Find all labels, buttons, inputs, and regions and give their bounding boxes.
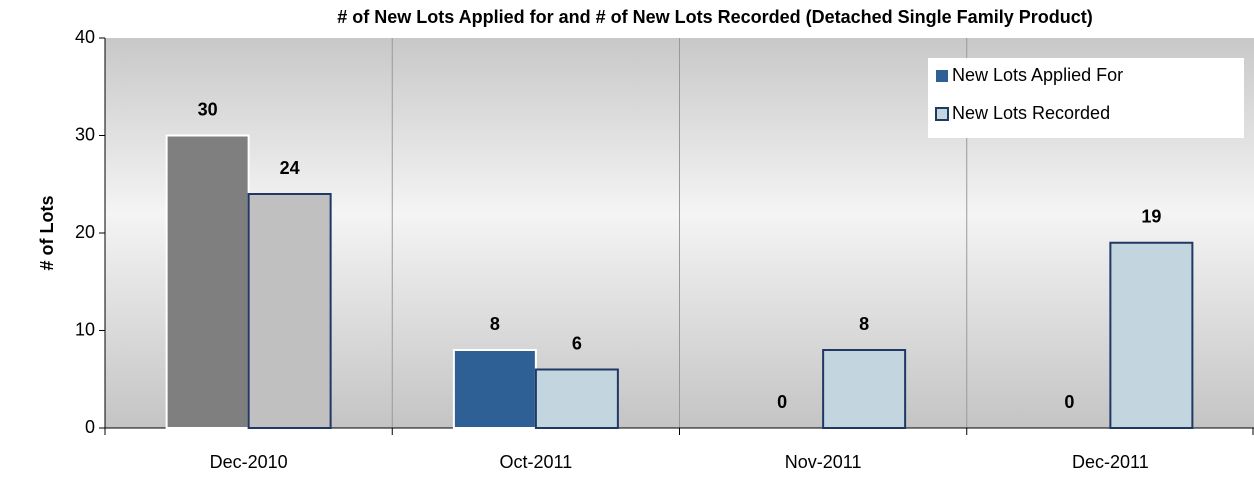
legend-label: New Lots Applied For bbox=[952, 65, 1123, 85]
bar bbox=[534, 368, 619, 429]
y-tick-label: 0 bbox=[85, 417, 95, 437]
value-label: 0 bbox=[1064, 392, 1074, 412]
legend-label: New Lots Recorded bbox=[952, 103, 1110, 123]
x-tick-label: Nov-2011 bbox=[785, 452, 862, 472]
bar bbox=[1109, 241, 1194, 429]
bar bbox=[165, 134, 250, 429]
x-tick-label: Oct-2011 bbox=[500, 452, 573, 472]
bar bbox=[822, 349, 907, 429]
bar bbox=[247, 193, 332, 429]
value-label: 8 bbox=[490, 314, 500, 334]
value-label: 19 bbox=[1141, 207, 1161, 227]
legend-box bbox=[928, 58, 1244, 138]
value-label: 8 bbox=[859, 314, 869, 334]
y-tick-label: 20 bbox=[75, 222, 95, 242]
y-tick-label: 10 bbox=[75, 319, 95, 339]
value-label: 30 bbox=[198, 99, 218, 119]
legend-swatch bbox=[936, 70, 948, 82]
y-tick-label: 30 bbox=[75, 124, 95, 144]
value-label: 6 bbox=[572, 333, 582, 353]
y-tick-label: 40 bbox=[75, 27, 95, 47]
y-axis-label: # of Lots bbox=[37, 196, 57, 271]
chart-title: # of New Lots Applied for and # of New L… bbox=[337, 7, 1092, 27]
legend-swatch bbox=[935, 107, 949, 121]
value-label: 24 bbox=[280, 158, 300, 178]
bar bbox=[452, 349, 537, 429]
value-label: 0 bbox=[777, 392, 787, 412]
x-tick-label: Dec-2011 bbox=[1072, 452, 1149, 472]
x-tick-label: Dec-2010 bbox=[210, 452, 288, 472]
